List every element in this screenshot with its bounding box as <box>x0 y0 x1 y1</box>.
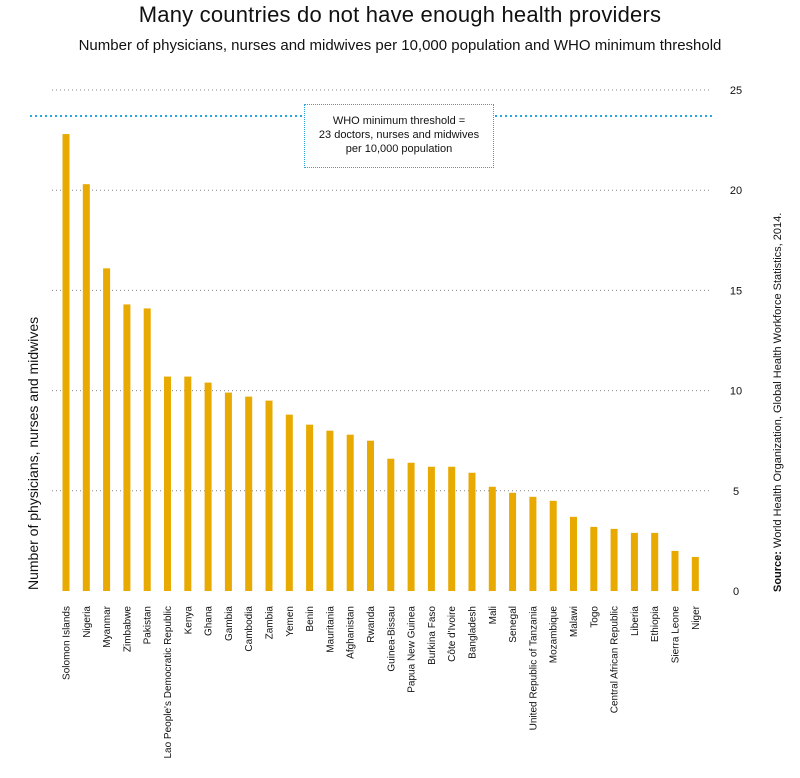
x-tick-label: Mauritania <box>325 606 336 653</box>
y-tick-label: 20 <box>730 185 742 197</box>
bar <box>407 462 415 591</box>
x-tick-labels: Solomon Islands Nigeria Myanmar Zimbabwe Pak… <box>62 605 702 758</box>
bar <box>590 526 598 591</box>
x-tick-label: Malawi <box>569 606 580 637</box>
x-tick-label: Nigeria <box>82 606 93 638</box>
y-tick-label: 10 <box>730 386 742 398</box>
bar <box>427 466 435 591</box>
bar <box>509 492 517 591</box>
bar <box>184 376 192 591</box>
y-tick-label: 5 <box>733 486 739 498</box>
x-tick-label: Guinea-Bissau <box>386 606 397 672</box>
y-tick-labels: 0 5 10 15 20 25 <box>730 85 742 598</box>
bar <box>549 500 557 591</box>
bar <box>245 396 253 591</box>
bar <box>143 308 151 591</box>
source-text: World Health Organization, Global Health… <box>772 212 784 548</box>
x-tick-label: Bangladesh <box>468 606 479 659</box>
x-tick-label: Kenya <box>183 606 194 635</box>
bar <box>630 532 638 591</box>
y-tick-label: 25 <box>730 85 742 97</box>
bar <box>448 466 456 591</box>
x-tick-label: Mozambique <box>549 606 560 664</box>
bar <box>488 486 496 591</box>
x-tick-label: Solomon Islands <box>62 606 73 680</box>
bar <box>285 414 293 591</box>
bar <box>529 496 537 591</box>
source-note: Source: World Health Organization, Globa… <box>772 213 784 592</box>
x-tick-label: Cambodia <box>244 606 255 652</box>
x-tick-label: Central African Republic <box>610 606 621 713</box>
x-tick-label: Zambia <box>265 606 276 640</box>
x-tick-label: Sierra Leone <box>671 606 682 664</box>
x-tick-label: Papua New Guinea <box>407 606 418 693</box>
source-label: Source: <box>772 551 784 592</box>
x-tick-label: Lao People's Democratic Republic <box>163 606 174 759</box>
bar <box>62 134 70 591</box>
x-tick-label: Niger <box>691 605 702 630</box>
x-tick-label: Zimbabwe <box>122 606 133 653</box>
chart-title: Many countries do not have enough health… <box>138 2 662 27</box>
x-tick-label: Benin <box>305 606 316 632</box>
callout-line-3: per 10,000 population <box>345 143 453 155</box>
chart-subtitle: Number of physicians, nurses and midwive… <box>78 37 722 54</box>
y-tick-label: 0 <box>733 586 739 598</box>
bar <box>265 400 273 591</box>
bar <box>610 528 618 591</box>
x-tick-label: Rwanda <box>366 606 377 643</box>
bar <box>103 268 111 591</box>
x-tick-label: Yemen <box>285 606 296 637</box>
x-tick-label: Burkina Faso <box>427 606 438 665</box>
callout-line-1: WHO minimum threshold = <box>332 115 466 127</box>
x-tick-label: Myanmar <box>102 605 113 647</box>
x-tick-label: Liberia <box>630 606 641 636</box>
bar <box>224 392 232 591</box>
bar <box>346 434 354 591</box>
x-tick-label: Mali <box>488 606 499 624</box>
y-axis-label: Number of physicians, nurses and midwive… <box>25 316 41 590</box>
bar <box>570 516 577 591</box>
callout-line-2: 23 doctors, nurses and midwives <box>318 129 480 141</box>
x-tick-label: United Republic of Tanzania <box>528 606 539 731</box>
bar <box>204 382 212 591</box>
bar <box>468 472 476 591</box>
bar <box>82 184 90 592</box>
x-tick-label: Gambia <box>224 606 235 641</box>
x-tick-label: Pakistan <box>143 606 154 644</box>
bar <box>387 458 395 591</box>
bar <box>326 430 334 591</box>
bar <box>691 556 699 591</box>
x-tick-label: Ghana <box>204 606 215 636</box>
bar <box>367 440 374 591</box>
bar <box>164 376 171 591</box>
x-tick-label: Togo <box>589 606 600 628</box>
threshold-callout: WHO minimum threshold = 23 doctors, nurs… <box>304 104 494 168</box>
bars <box>62 134 699 592</box>
y-tick-label: 15 <box>730 285 742 297</box>
bar <box>651 532 659 591</box>
x-tick-label: Ethiopia <box>650 606 661 643</box>
bar <box>671 550 679 591</box>
x-tick-label: Côte d'Ivoire <box>447 606 458 662</box>
bar <box>123 304 131 591</box>
x-tick-label: Senegal <box>508 606 519 643</box>
x-tick-label: Afghanistan <box>346 606 357 659</box>
bar <box>306 424 314 591</box>
